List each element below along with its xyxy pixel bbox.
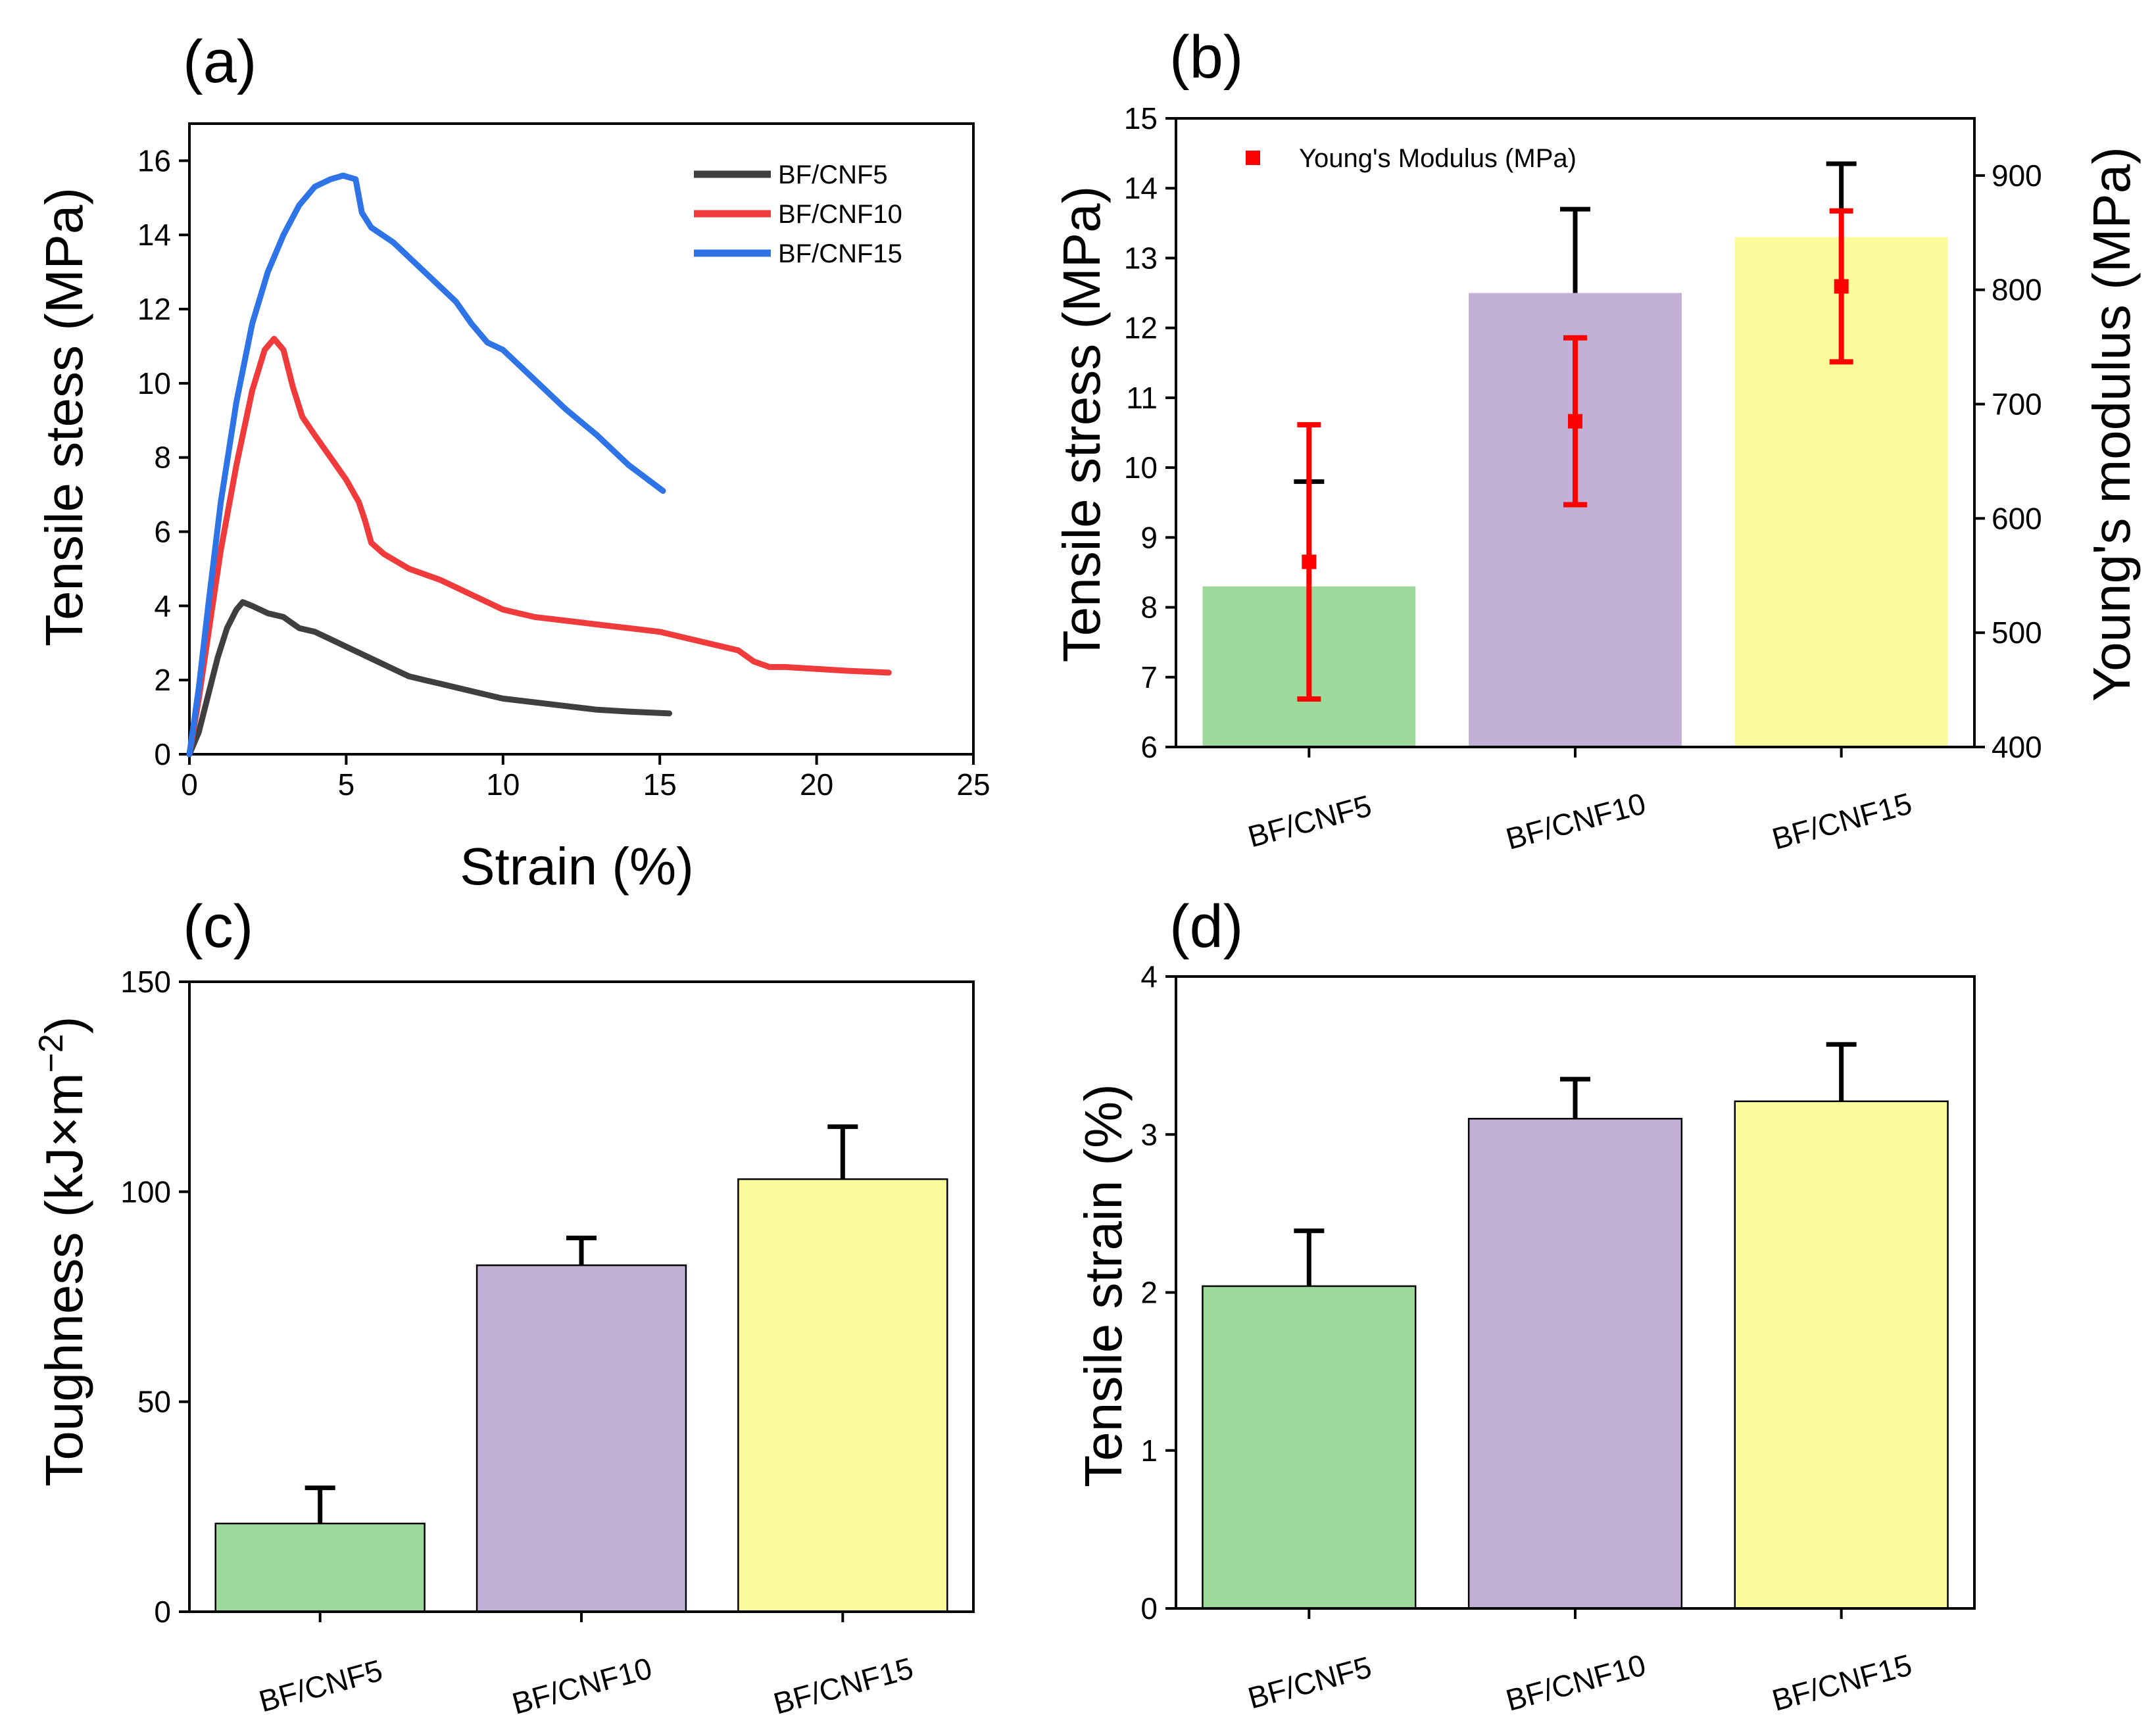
x-tick-label: 10 — [486, 767, 520, 802]
y-tick-label: 12 — [1124, 311, 1158, 345]
category-label: BF/CNF5 — [1244, 788, 1375, 854]
y-tick-label: 6 — [154, 515, 171, 549]
panel-a: (a) 0 5 10 15 20 25 0 2 4 6 8 10 12 14 16 Strain (%) T… — [35, 28, 990, 896]
y-tick-label: 0 — [1140, 1591, 1158, 1626]
y-tick-label: 2 — [1140, 1276, 1158, 1310]
y2-tick-label: 700 — [1992, 387, 2042, 422]
panel-b-label: (b) — [1169, 24, 1243, 91]
x-tick-label: 25 — [956, 767, 990, 802]
panel-c: (c) 0 50 100 150 BF/CNF5 BF/CNF10 BF/CNF15 Tou… — [32, 893, 975, 1721]
modulus-point — [1302, 554, 1317, 569]
y-tick-label: 3 — [1140, 1117, 1158, 1151]
panel-c-y-axis-superscript: −2 — [32, 1034, 70, 1073]
panel-b-plot-area: 6 7 8 9 10 11 12 13 14 15 BF/CNF5 BF/CNF10 BF/CNF15 4… — [1124, 101, 2042, 856]
panel-b-y2-axis-title: Young's modulus (MPa) — [2082, 147, 2141, 702]
y-tick-label: 8 — [1140, 591, 1158, 625]
x-tick-label: 20 — [800, 767, 833, 802]
y2-tick-label: 600 — [1992, 501, 2042, 535]
panel-d-plot-area: 0 1 2 3 4 BF/CNF5 BF/CNF10 BF/CNF15 — [1140, 959, 1976, 1718]
x-tick-label: 15 — [643, 767, 677, 802]
y-tick-label: 10 — [1124, 450, 1158, 485]
y-tick-label: 7 — [1140, 660, 1158, 694]
legend-label-bf-cnf10: BF/CNF10 — [778, 200, 902, 229]
category-label: BF/CNF15 — [1769, 786, 1915, 856]
panel-a-plot-area: 0 5 10 15 20 25 0 2 4 6 8 10 12 14 16 — [137, 122, 990, 802]
panel-d: (d) 0 1 2 3 4 BF/CNF5 BF/CNF10 BF/CNF15 Tensile… — [1074, 893, 1976, 1718]
y2-tick-label: 500 — [1992, 615, 2042, 650]
category-label: BF/CNF15 — [1769, 1647, 1915, 1717]
panel-a-legend: BF/CNF5 BF/CNF10 BF/CNF15 — [694, 160, 902, 268]
y-tick-label: 4 — [1140, 959, 1158, 994]
y-tick-label: 13 — [1124, 241, 1158, 275]
panel-d-y-axis-title: Tensile strain (%) — [1074, 1084, 1133, 1487]
panel-a-label: (a) — [183, 28, 257, 95]
y-tick-label: 100 — [120, 1174, 171, 1209]
y2-tick-label: 900 — [1992, 158, 2042, 193]
modulus-point — [1568, 414, 1582, 429]
x-tick-label: 5 — [338, 767, 355, 802]
y2-tick-label: 800 — [1992, 273, 2042, 307]
y-tick-label: 10 — [137, 366, 171, 400]
y-tick-label: 50 — [137, 1385, 171, 1419]
panel-b: (b) 6 7 8 9 10 11 12 13 14 15 BF/CNF5 BF/CNF10 BF/CN… — [1052, 24, 2141, 856]
panel-c-y-axis-title: Toughness (kJ×m−2) — [32, 1016, 93, 1486]
y-tick-label: 14 — [1124, 171, 1158, 205]
y-tick-label: 0 — [154, 1595, 171, 1629]
panel-a-x-axis-title: Strain (%) — [460, 837, 694, 896]
panel-a-frame — [188, 122, 975, 756]
legend-label-youngs-modulus: Young's Modulus (MPa) — [1299, 144, 1577, 173]
bar-bf-cnf10 — [476, 1264, 687, 1613]
panel-b-y-axis-title: Tensile stress (MPa) — [1052, 186, 1111, 663]
category-label: BF/CNF5 — [255, 1653, 386, 1719]
y-tick-label: 4 — [154, 589, 171, 623]
category-label: BF/CNF5 — [1244, 1650, 1375, 1716]
bar-bf-cnf15 — [1734, 1100, 1949, 1610]
y-tick-label: 11 — [1126, 381, 1158, 415]
series-line-bf-cnf5 — [186, 599, 672, 758]
y-tick-label: 0 — [154, 737, 171, 771]
y2-tick-label: 400 — [1992, 730, 2042, 764]
panel-c-plot-area: 0 50 100 150 BF/CNF5 BF/CNF10 BF/CNF15 — [120, 965, 975, 1721]
y-tick-label: 15 — [1124, 101, 1158, 135]
bar-bf-cnf10 — [1467, 1117, 1683, 1610]
legend-marker-youngs-modulus — [1246, 151, 1260, 165]
bar-bf-cnf5 — [1202, 1285, 1417, 1610]
category-label: BF/CNF10 — [508, 1651, 655, 1720]
y-tick-label: 1 — [1140, 1434, 1158, 1468]
series-line-bf-cnf15 — [186, 172, 666, 758]
series-line-bf-cnf10 — [186, 335, 892, 758]
bar-bf-cnf5 — [214, 1522, 426, 1613]
category-label: BF/CNF10 — [1502, 1647, 1649, 1717]
y-tick-label: 8 — [154, 441, 171, 475]
y-tick-label: 9 — [1140, 520, 1158, 554]
x-tick-label: 0 — [181, 767, 198, 802]
y-tick-label: 14 — [137, 218, 171, 252]
legend-label-bf-cnf5: BF/CNF5 — [778, 160, 888, 189]
y-tick-label: 16 — [137, 143, 171, 178]
bar-bf-cnf15 — [737, 1178, 948, 1613]
legend-label-bf-cnf15: BF/CNF15 — [778, 239, 902, 268]
y-tick-label: 150 — [120, 965, 171, 999]
y-tick-label: 12 — [137, 292, 171, 326]
panel-b-legend: Young's Modulus (MPa) — [1246, 144, 1577, 173]
category-label: BF/CNF15 — [770, 1651, 917, 1720]
panel-a-y-axis-title: Tensile stess (MPa) — [35, 187, 93, 646]
modulus-point — [1834, 279, 1849, 294]
panel-d-label: (d) — [1169, 893, 1243, 960]
y-tick-label: 6 — [1140, 730, 1158, 764]
y-tick-label: 2 — [154, 663, 171, 697]
category-label: BF/CNF10 — [1502, 786, 1649, 856]
panel-c-label: (c) — [183, 893, 253, 960]
